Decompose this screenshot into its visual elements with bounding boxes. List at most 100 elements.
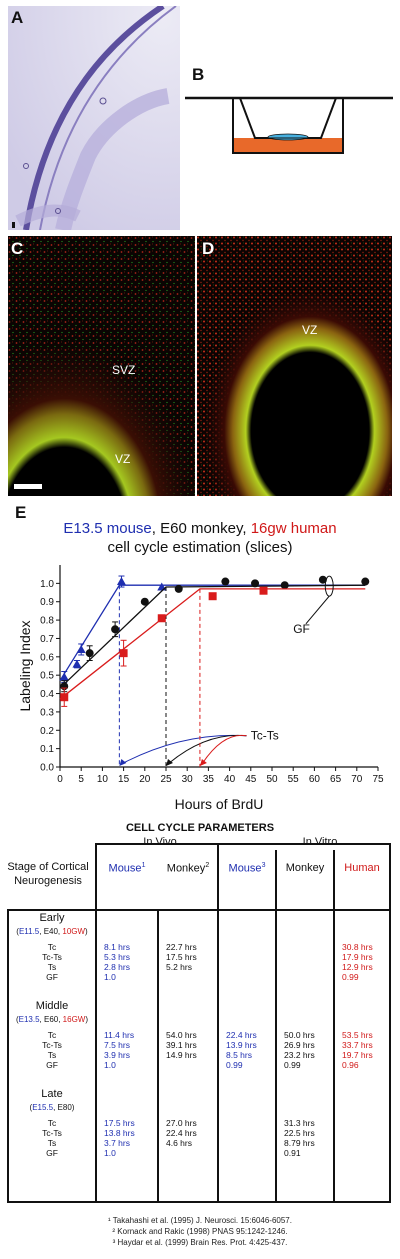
y-tick-label: 1.0 [40, 579, 54, 590]
tc-ts-label: Tc-Ts [251, 728, 279, 742]
data-point-human [157, 614, 166, 623]
table-cell: 19.7 hrs [342, 1050, 373, 1060]
data-point-mouse [76, 644, 86, 653]
vz-label-c: VZ [115, 452, 131, 466]
y-axis-label: Labeling Index [17, 620, 33, 711]
y-tick-label: 0.5 [40, 671, 54, 682]
table-cell: 3.9 hrs [104, 1050, 130, 1060]
data-point-monkey [85, 649, 94, 658]
x-tick-label: 10 [97, 774, 109, 785]
param-label: GF [46, 972, 58, 982]
footnotes: ¹ Takahashi et al. (1995) J. Neurosci. 1… [0, 1215, 400, 1248]
stage-header: Stage of Cortical Neurogenesis [7, 861, 89, 887]
data-point-human [60, 693, 69, 702]
gf-label: GF [293, 622, 310, 636]
data-point-monkey [280, 581, 289, 590]
table-cell: 14.9 hrs [166, 1050, 197, 1060]
param-label: Tc-Ts [42, 1040, 62, 1050]
table-cell: 0.91 [284, 1148, 301, 1158]
panel-c-label: C [11, 239, 24, 258]
table-cell: 8.1 hrs [104, 942, 130, 952]
panel-e-label: E [15, 503, 27, 522]
data-point-human [259, 586, 268, 595]
table-cell: 11.4 hrs [104, 1030, 135, 1040]
param-label: Tc-Ts [42, 1128, 62, 1138]
x-tick-label: 30 [182, 774, 194, 785]
col-mouse-vivo: Mouse1 [96, 862, 158, 875]
panel-b-label: B [192, 65, 205, 84]
title-mouse: E13.5 mouse [63, 520, 152, 537]
table-cell: 22.7 hrs [166, 942, 197, 952]
table-cell: 23.2 hrs [284, 1050, 315, 1060]
gf-leader [305, 595, 330, 625]
x-axis-label: Hours of BrdU [175, 796, 264, 812]
col-monkey-vivo: Monkey2 [158, 862, 218, 875]
table-cell: 2.8 hrs [104, 962, 130, 972]
x-tick-label: 40 [224, 774, 236, 785]
table-cell: 8.79 hrs [284, 1138, 315, 1148]
x-tick-label: 60 [309, 774, 321, 785]
table-cell: 22.5 hrs [284, 1128, 315, 1138]
stage-ages: (E13.5, E60, 16GW) [15, 1015, 89, 1024]
table-cell: 17.5 hrs [166, 952, 197, 962]
arrow-head [166, 759, 173, 766]
table-title: CELL CYCLE PARAMETERS [125, 822, 275, 834]
data-point-human [208, 592, 217, 601]
tc-ts-arrow [121, 734, 247, 765]
in-vivo-header: In Vivo [143, 836, 177, 848]
table-cell: 22.4 hrs [166, 1128, 197, 1138]
x-tick-label: 35 [203, 774, 215, 785]
table-cell: 8.5 hrs [226, 1050, 252, 1060]
y-tick-label: 0.7 [40, 634, 54, 645]
table-cell: 17.9 hrs [342, 952, 373, 962]
table-cell: 4.6 hrs [166, 1138, 192, 1148]
in-vitro-header: In Vitro [302, 836, 338, 848]
y-tick-label: 0.4 [40, 689, 54, 700]
data-point-human [119, 649, 128, 658]
y-tick-label: 0.9 [40, 597, 54, 608]
panel-c-image [8, 236, 195, 496]
footnote-2: ² Kornack and Rakic (1998) PNAS 95:1242-… [112, 1227, 288, 1236]
scale-bar [14, 484, 42, 489]
table-cell: 31.3 hrs [284, 1118, 315, 1128]
data-point-monkey [111, 625, 120, 634]
table-cell: 26.9 hrs [284, 1040, 315, 1050]
x-tick-label: 50 [266, 774, 278, 785]
table-cell: 13.9 hrs [226, 1040, 257, 1050]
table-cell: 1.0 [104, 1060, 116, 1070]
param-label: Tc [47, 942, 57, 952]
age-human: 10GW [62, 927, 86, 936]
tc-ts-arrow [167, 734, 247, 765]
fit-line [59, 584, 366, 689]
panel-a-label: A [11, 8, 24, 27]
y-tick-label: 0.2 [40, 726, 54, 737]
x-tick-label: 75 [372, 774, 384, 785]
col-mouse-vitro-label: Mouse [228, 862, 262, 875]
param-label: Tc [47, 1030, 57, 1040]
panel-a-image [8, 6, 180, 230]
col-monkey-vivo-sup: 2 [205, 862, 210, 869]
gf-ellipse [324, 575, 334, 597]
col-mouse-vivo-sup: 1 [141, 862, 146, 869]
y-tick-label: 0.3 [40, 707, 54, 718]
table-cell: 12.9 hrs [342, 962, 373, 972]
data-point-monkey [221, 577, 230, 586]
table-cell: 27.0 hrs [166, 1118, 197, 1128]
panel-d-fluorescence [197, 236, 392, 496]
chart-title-line2: cell cycle estimation (slices) [107, 539, 293, 556]
col-monkey-vitro: Monkey [285, 862, 325, 874]
table-cell: 39.1 hrs [166, 1040, 197, 1050]
stage-name: Late [41, 1088, 63, 1100]
table-cell: 0.99 [342, 972, 359, 982]
age-mouse: E11.5 [18, 927, 40, 936]
x-tick-label: 55 [288, 774, 300, 785]
param-label: Tc-Ts [42, 952, 62, 962]
y-tick-label: 0.1 [40, 744, 54, 755]
col-human: Human [344, 862, 380, 874]
data-point-monkey [140, 597, 149, 606]
vz-label-d: VZ [302, 323, 318, 337]
x-tick-label: 5 [78, 774, 84, 785]
data-point-mouse [157, 582, 167, 591]
table-cell: 54.0 hrs [166, 1030, 197, 1040]
slice-culture-photo [8, 6, 180, 230]
